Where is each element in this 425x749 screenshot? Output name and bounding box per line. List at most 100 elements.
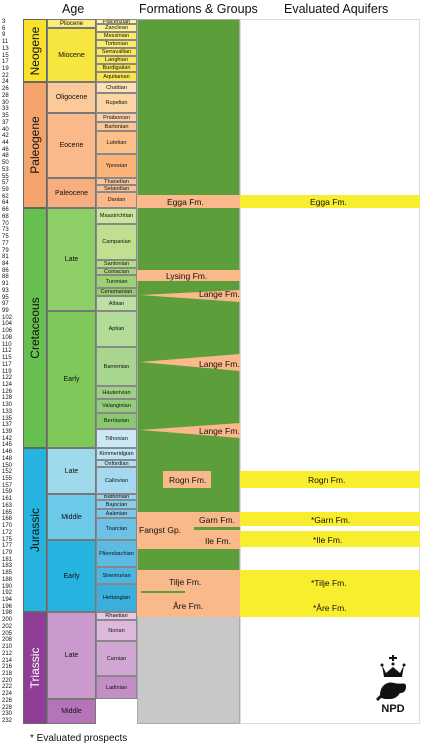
age-tick-label: 104: [2, 321, 13, 328]
stage-aquitanian: Aquitanian: [96, 72, 137, 82]
npd-logo-text: NPD: [381, 703, 405, 715]
age-tick-label: 196: [2, 603, 13, 610]
stage-bajocian: Bajocian: [96, 500, 137, 509]
age-tick-label: 115: [2, 355, 12, 362]
stage-carnian: Carnian: [96, 641, 137, 676]
age-tick-label: 122: [2, 375, 13, 382]
rogn-formation-band: [163, 471, 211, 488]
stage-turonian: Turonian: [96, 275, 137, 288]
epoch-9: Early: [47, 540, 96, 612]
stage-hettangian: Hettangian: [96, 584, 137, 612]
age-tick-label: 57: [2, 180, 9, 187]
age-tick-label: 81: [2, 254, 9, 261]
age-tick-label: 9: [2, 32, 6, 39]
stage-hauterivian: Hauterivian: [96, 386, 137, 399]
age-tick-label: 157: [2, 482, 13, 489]
stage-cenomanian: Cenomanian: [96, 288, 137, 296]
stage-oxfordian: Oxfordian: [96, 460, 137, 467]
garn-aquifer-band: [240, 512, 420, 526]
age-tick-label: 124: [2, 381, 13, 388]
age-tick-label: 192: [2, 590, 13, 597]
epoch-4: Paleocene: [47, 178, 96, 208]
age-tick-label: 44: [2, 139, 9, 146]
garn-formation-label: Garn Fm.: [199, 515, 235, 525]
age-tick-label: 77: [2, 240, 9, 247]
age-tick-label: 152: [2, 469, 13, 476]
age-tick-label: 93: [2, 287, 9, 294]
stage-tithonian: Tithonian: [96, 429, 137, 448]
age-tick-label: 183: [2, 563, 13, 570]
lysing-formation-label: Lysing Fm.: [166, 271, 208, 281]
age-tick-label: 19: [2, 66, 9, 73]
egga-aquifer-band: [240, 195, 420, 208]
stage-valanginian: Valanginian: [96, 399, 137, 413]
age-tick-label: 79: [2, 247, 9, 254]
stage-priabonian: Priabonian: [96, 113, 137, 122]
age-tick-label: 86: [2, 267, 9, 274]
age-tick-label: 137: [2, 422, 13, 429]
age-tick-label: 35: [2, 113, 9, 120]
age-tick-label: 216: [2, 664, 13, 671]
stage-burdigalian: Burdigalian: [96, 64, 137, 72]
stage-campanian: Campanian: [96, 224, 137, 260]
egga-formation-label: Egga Fm.: [167, 197, 204, 207]
age-tick-label: 37: [2, 119, 9, 126]
age-tick-label: 15: [2, 52, 9, 59]
lange-formation-label-1: Lange Fm.: [199, 289, 240, 299]
ile-aquifer-label: *Ile Fm.: [313, 535, 343, 545]
age-tick-label: 179: [2, 549, 13, 556]
stage-norian: Norian: [96, 620, 137, 641]
age-tick-label: 112: [2, 348, 12, 355]
egga-formation-band: [137, 195, 240, 208]
stage-langhian: Langhian: [96, 56, 137, 64]
age-tick-label: 128: [2, 395, 13, 402]
garn-aquifer-label: *Garn Fm.: [311, 515, 351, 525]
stage-aptian: Aptian: [96, 311, 137, 347]
lange-wedge-upper: [140, 290, 240, 302]
age-tick-label: 150: [2, 462, 13, 469]
era-label: Triassic: [28, 647, 42, 689]
ile-aquifer-band: [240, 531, 420, 547]
age-tick-label: 106: [2, 328, 13, 335]
aquifers-header: Evaluated Aquifers: [284, 2, 389, 16]
age-tick-label: 66: [2, 207, 9, 214]
npd-logo: NPD: [372, 655, 414, 717]
stage-ypresian: Ypresian: [96, 154, 137, 178]
age-tick-label: 3: [2, 19, 6, 25]
stage-coniacian: Coniacian: [96, 268, 137, 275]
stage-sinemurian: Sinemurian: [96, 567, 137, 584]
tilje-are-divider: [141, 591, 185, 593]
rogn-aquifer-band: [240, 471, 420, 488]
age-tick-label: 17: [2, 59, 9, 66]
age-tick-label: 142: [2, 435, 13, 442]
stage-albian: Albian: [96, 296, 137, 311]
epoch-11: Middle: [47, 699, 96, 724]
fangst-divider: [194, 527, 240, 530]
stage-kimmeridgian: Kimmeridgian: [96, 448, 137, 460]
stage-maastrichtian: Maastrichtian: [96, 208, 137, 224]
age-tick-label: 188: [2, 576, 13, 583]
stage-ladinian: Ladinian: [96, 676, 137, 699]
age-tick-label: 135: [2, 415, 13, 422]
age-tick-label: 102: [2, 314, 13, 321]
aquifers-frame: [240, 19, 420, 724]
age-tick-label: 218: [2, 670, 13, 677]
age-tick-label: 194: [2, 597, 13, 604]
epoch-6: Early: [47, 311, 96, 448]
age-tick-label: 145: [2, 442, 13, 449]
rogn-formation-label: Rogn Fm.: [169, 475, 207, 485]
stage-tortonian: Tortonian: [96, 40, 137, 48]
age-tick-label: 208: [2, 637, 13, 644]
epoch-1: Miocene: [47, 28, 96, 82]
age-tick-label: 130: [2, 402, 13, 409]
age-tick-label: 40: [2, 126, 9, 133]
age-tick-label: 68: [2, 213, 9, 220]
age-tick-label: 210: [2, 644, 13, 651]
age-tick-label: 30: [2, 99, 9, 106]
are-aquifer-label: *Åre Fm.: [313, 603, 347, 613]
age-tick-label: 110: [2, 341, 12, 348]
age-tick-label: 222: [2, 684, 13, 691]
age-ticks: 3 6 9 11 13 15 17 19 22 24 26 28 30 33 35 37 40 42 44 46 48 5…: [0, 19, 22, 724]
epoch-3: Eocene: [47, 113, 96, 178]
stage-lutetian: Lutetian: [96, 131, 137, 154]
